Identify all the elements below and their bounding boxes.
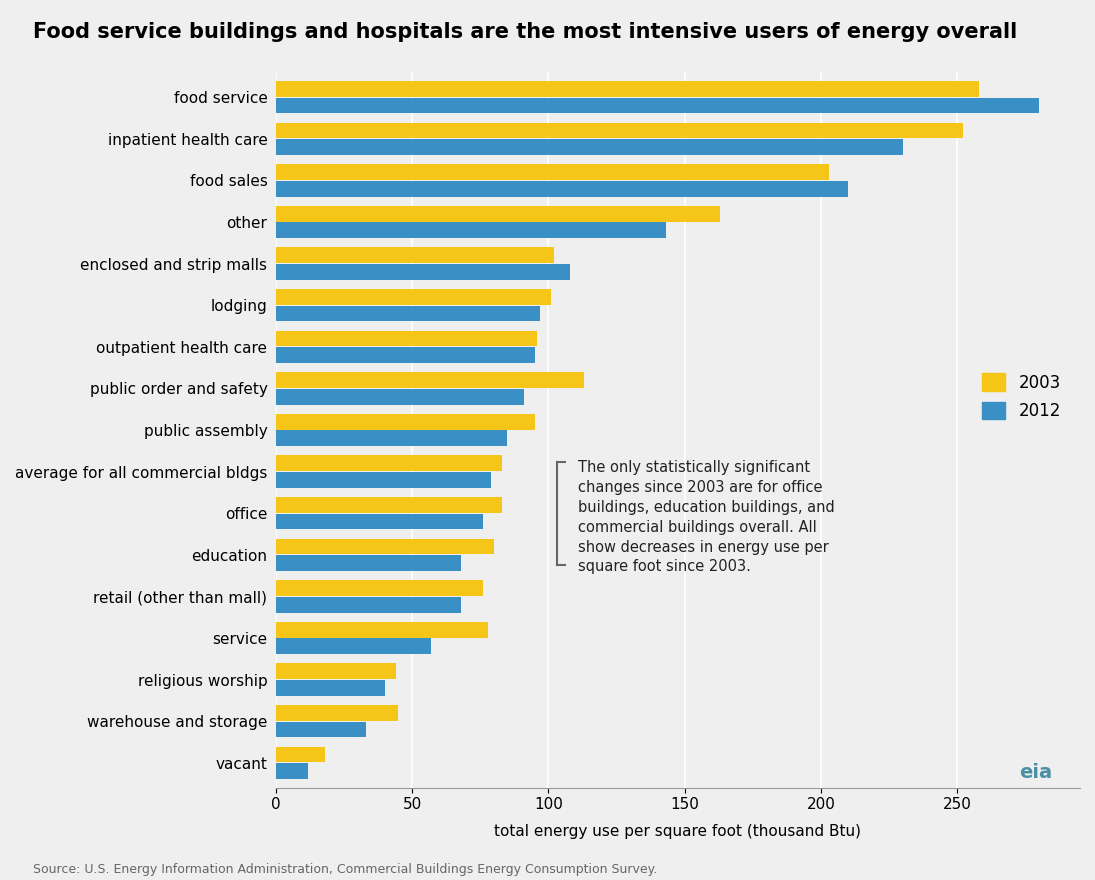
Text: eia: eia — [1019, 763, 1052, 781]
Bar — [276, 539, 494, 554]
Bar — [276, 746, 325, 762]
Bar — [276, 555, 461, 571]
X-axis label: total energy use per square foot (thousand Btu): total energy use per square foot (thousa… — [494, 824, 862, 839]
Text: Source: U.S. Energy Information Administration, Commercial Buildings Energy Cons: Source: U.S. Energy Information Administ… — [33, 862, 657, 876]
Bar — [276, 664, 395, 679]
Bar — [276, 389, 523, 405]
Bar — [276, 597, 461, 612]
Bar — [276, 180, 849, 196]
Bar — [276, 705, 399, 721]
Bar — [276, 430, 507, 446]
Bar — [276, 139, 902, 155]
Bar — [276, 122, 963, 138]
Bar — [276, 472, 491, 488]
Text: The only statistically significant
changes since 2003 are for office
buildings, : The only statistically significant chang… — [578, 460, 835, 575]
Bar — [276, 680, 384, 696]
Bar — [276, 81, 979, 97]
Bar — [276, 98, 1039, 114]
Text: Food service buildings and hospitals are the most intensive users of energy over: Food service buildings and hospitals are… — [33, 22, 1017, 42]
Bar — [276, 206, 721, 222]
Bar — [276, 305, 540, 321]
Bar — [276, 763, 309, 779]
Bar — [276, 414, 534, 429]
Bar — [276, 331, 538, 347]
Bar — [276, 638, 431, 654]
Bar — [276, 264, 570, 280]
Bar — [276, 247, 554, 263]
Legend: 2003, 2012: 2003, 2012 — [976, 367, 1068, 427]
Bar — [276, 722, 366, 737]
Bar — [276, 372, 584, 388]
Bar — [276, 514, 483, 530]
Bar — [276, 455, 502, 471]
Bar — [276, 289, 551, 304]
Bar — [276, 165, 829, 180]
Bar — [276, 348, 534, 363]
Bar — [276, 580, 483, 596]
Bar — [276, 497, 502, 513]
Bar — [276, 223, 666, 238]
Bar — [276, 622, 488, 638]
